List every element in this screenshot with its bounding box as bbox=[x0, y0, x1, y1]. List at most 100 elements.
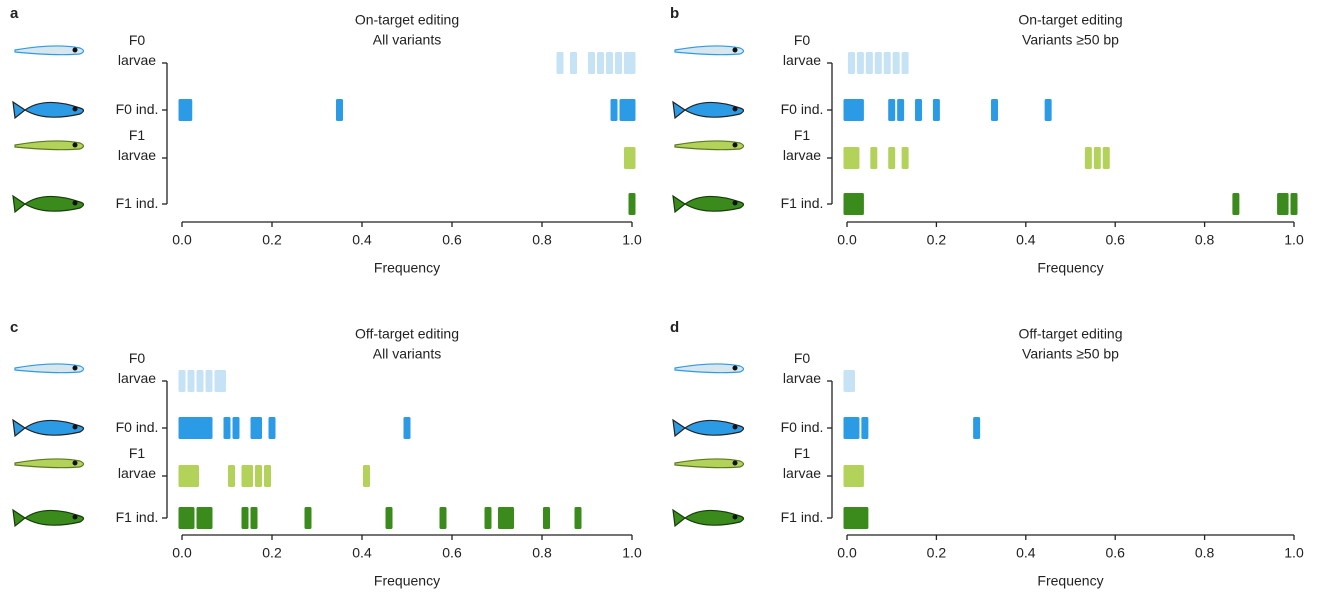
strip-mark bbox=[902, 147, 909, 169]
strip-mark bbox=[897, 99, 904, 121]
fish-eye bbox=[733, 107, 738, 112]
x-tick-label: 0.8 bbox=[532, 545, 552, 561]
y-tick-label: F0 larvae bbox=[118, 350, 156, 386]
x-tick-label: 0.8 bbox=[1195, 545, 1215, 561]
x-tick-label: 1.0 bbox=[1284, 545, 1304, 561]
x-tick-label: 1.0 bbox=[1284, 232, 1304, 248]
strip-mark bbox=[197, 370, 204, 392]
strip-mark bbox=[305, 507, 312, 529]
y-tick-label-line: F1 bbox=[794, 127, 811, 143]
strip-mark bbox=[575, 507, 582, 529]
fish-eye bbox=[73, 48, 78, 53]
y-tick-label-line: larvae bbox=[783, 147, 821, 163]
strip-mark bbox=[629, 99, 636, 121]
x-tick-label: 0.0 bbox=[172, 232, 192, 248]
y-tick-label-line: F0 ind. bbox=[781, 101, 824, 117]
x-tick-label: 0.4 bbox=[1016, 545, 1036, 561]
y-tick-label: F0 ind. bbox=[116, 101, 159, 117]
fish-eye bbox=[73, 143, 78, 148]
y-tick-label-line: F1 bbox=[129, 445, 146, 461]
strip-mark bbox=[206, 507, 213, 529]
strip-mark bbox=[224, 417, 231, 439]
y-tick-label-line: F0 bbox=[794, 32, 811, 48]
y-tick-label-line: F1 ind. bbox=[781, 509, 824, 525]
fish-eye bbox=[73, 515, 78, 520]
chart-subtitle: Variants ≥50 bp bbox=[1022, 32, 1119, 48]
fish-eye bbox=[73, 201, 78, 206]
strip-mark bbox=[1094, 147, 1101, 169]
x-tick-label: 0.6 bbox=[442, 545, 462, 561]
x-tick-label: 0.4 bbox=[1016, 232, 1036, 248]
strip-mark bbox=[1291, 193, 1298, 215]
y-tick-label: F1 ind. bbox=[116, 195, 159, 211]
strip-mark bbox=[233, 417, 240, 439]
chart-subtitle: All variants bbox=[373, 346, 441, 362]
panel-label: a bbox=[10, 5, 19, 22]
x-tick-label: 1.0 bbox=[622, 545, 642, 561]
y-tick-label: F0 ind. bbox=[781, 101, 824, 117]
fish-eye bbox=[733, 366, 738, 371]
y-tick-label: F1 larvae bbox=[783, 127, 821, 163]
chart-title: Off-target editing bbox=[355, 326, 459, 342]
x-axis-label: Frequency bbox=[1037, 573, 1103, 589]
x-tick-label: 0.2 bbox=[927, 545, 947, 561]
y-tick-label-line: F0 ind. bbox=[116, 101, 159, 117]
strip-mark bbox=[852, 417, 859, 439]
strip-mark bbox=[857, 52, 864, 74]
strip-mark bbox=[363, 465, 370, 487]
panel-label: d bbox=[670, 319, 679, 336]
x-tick-label: 0.2 bbox=[927, 232, 947, 248]
strip-mark bbox=[255, 417, 262, 439]
strip-mark bbox=[973, 417, 980, 439]
panel-label: c bbox=[10, 319, 18, 336]
strip-mark bbox=[206, 417, 213, 439]
strip-mark bbox=[597, 52, 604, 74]
strip-mark bbox=[386, 507, 393, 529]
y-tick-label-line: F0 bbox=[129, 32, 146, 48]
fish-eye bbox=[73, 366, 78, 371]
x-tick-label: 0.0 bbox=[837, 545, 857, 561]
y-tick-label: F1larvae bbox=[118, 127, 156, 163]
strip-mark bbox=[404, 417, 411, 439]
strip-mark bbox=[228, 465, 235, 487]
strip-mark bbox=[888, 147, 895, 169]
chart-title: On-target editing bbox=[1018, 12, 1122, 28]
strip-mark bbox=[206, 370, 213, 392]
strip-mark bbox=[888, 99, 895, 121]
x-tick-label: 0.4 bbox=[352, 545, 372, 561]
fish-eye bbox=[733, 201, 738, 206]
strip-mark bbox=[336, 99, 343, 121]
y-tick-label-line: F1 ind. bbox=[781, 195, 824, 211]
strip-mark bbox=[570, 52, 577, 74]
strip-mark bbox=[902, 52, 909, 74]
y-tick-label-line: F1 ind. bbox=[116, 509, 159, 525]
y-tick-label: F0 ind. bbox=[116, 419, 159, 435]
strip-mark bbox=[870, 147, 877, 169]
strip-mark bbox=[611, 99, 618, 121]
strip-mark bbox=[875, 52, 882, 74]
y-tick-label-line: larvae bbox=[118, 370, 156, 386]
x-tick-label: 0.0 bbox=[837, 232, 857, 248]
strip-mark bbox=[485, 507, 492, 529]
x-tick-label: 0.6 bbox=[442, 232, 462, 248]
x-tick-label: 0.8 bbox=[1195, 232, 1215, 248]
strip-mark bbox=[1085, 147, 1092, 169]
chart-subtitle: All variants bbox=[373, 32, 441, 48]
strip-mark bbox=[588, 52, 595, 74]
y-tick-label-line: F0 ind. bbox=[781, 419, 824, 435]
strip-mark bbox=[1103, 147, 1110, 169]
figure: a On-target editing All variants 0.0 0.2 0.4 0… bbox=[0, 0, 1318, 597]
strip-mark bbox=[242, 507, 249, 529]
y-tick-label-line: F1 bbox=[129, 127, 146, 143]
y-tick-label: F0 ind. bbox=[781, 419, 824, 435]
strip-mark bbox=[615, 52, 622, 74]
y-tick-label-line: larvae bbox=[783, 465, 821, 481]
strip-mark bbox=[179, 370, 186, 392]
y-tick-label-line: larvae bbox=[118, 52, 156, 68]
y-tick-label-line: F0 bbox=[129, 350, 146, 366]
fish-eye bbox=[733, 48, 738, 53]
strip-mark bbox=[557, 52, 564, 74]
y-tick-label-line: F0 ind. bbox=[116, 419, 159, 435]
